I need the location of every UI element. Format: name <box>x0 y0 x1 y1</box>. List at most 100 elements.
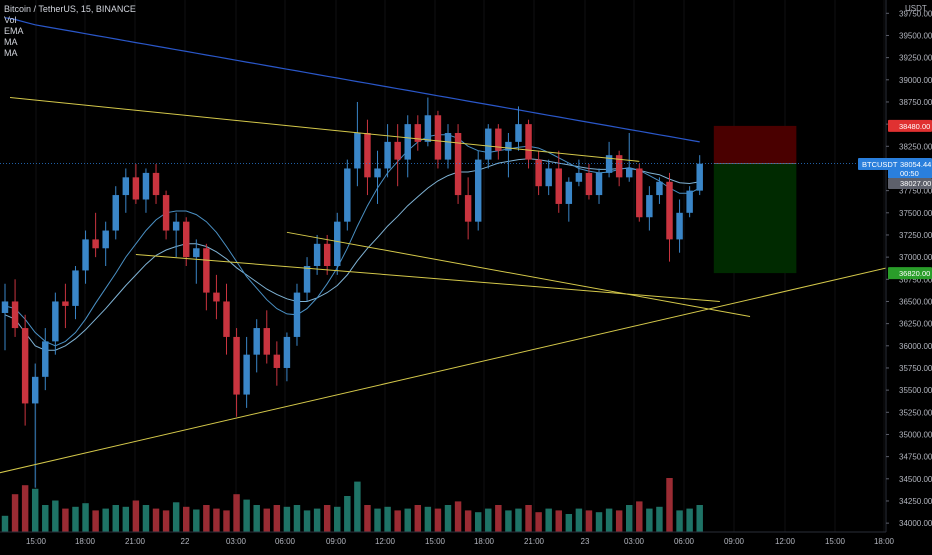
candle-body <box>545 168 552 187</box>
volume-bar <box>515 508 522 532</box>
price-tick-label: 35250.00 <box>899 408 932 417</box>
volume-bars <box>1 478 703 532</box>
volume-bar <box>525 505 532 532</box>
time-label: 06:00 <box>674 537 695 546</box>
position-tool[interactable] <box>713 125 797 274</box>
candle-body <box>444 133 452 160</box>
price-axis-currency: USDT <box>905 4 927 13</box>
volume-bar <box>323 505 331 532</box>
price-tick-label: 35500.00 <box>899 386 932 395</box>
time-label: 09:00 <box>326 537 347 546</box>
candle-body <box>686 190 693 213</box>
candle-body <box>394 141 401 160</box>
candle-body <box>354 133 361 169</box>
candle-body <box>31 376 39 404</box>
candle-body <box>676 212 683 240</box>
candle-body <box>626 168 633 178</box>
price-tick-label: 34000.00 <box>899 519 932 528</box>
candle-body <box>162 195 170 231</box>
candle-body <box>303 266 311 293</box>
volume-bar <box>344 496 351 532</box>
candle-body <box>102 230 109 249</box>
price-tick-label: 34500.00 <box>899 475 932 484</box>
symbol-title[interactable]: Bitcoin / TetherUS, 15, BINANCE <box>4 4 136 14</box>
volume-bar <box>434 508 442 532</box>
time-label: 15:00 <box>425 537 446 546</box>
price-tick-label: 37000.00 <box>899 253 932 262</box>
volume-bar <box>112 505 119 532</box>
volume-bar <box>283 506 291 532</box>
candle-body <box>152 172 160 196</box>
candle-body <box>515 124 522 142</box>
volume-bar <box>162 510 170 532</box>
price-tick-label: 36500.00 <box>899 297 932 306</box>
price-axis[interactable] <box>886 0 932 532</box>
lower-wedge-trendline <box>286 231 751 318</box>
candle-body <box>112 195 119 231</box>
indicator-ma-2[interactable]: MA <box>4 48 18 58</box>
volume-bar <box>626 505 633 532</box>
candles[interactable] <box>1 97 703 488</box>
candle-body <box>213 292 220 302</box>
candle-body <box>646 195 653 218</box>
volume-bar <box>263 508 270 532</box>
volume-bar <box>21 485 29 532</box>
price-tick-label: 37250.00 <box>899 231 932 240</box>
svg-text:36820.00: 36820.00 <box>899 269 930 278</box>
candle-body <box>132 177 140 200</box>
indicator-ema[interactable]: EMA <box>4 26 24 36</box>
time-label: 23 <box>581 537 590 546</box>
price-ticks: 39750.00 39500.00 39250.00 39000.00 38750.00… <box>886 9 932 528</box>
time-label: 09:00 <box>724 537 745 546</box>
time-label: 18:00 <box>474 537 495 546</box>
price-tick-label: 36000.00 <box>899 342 932 351</box>
time-label: 18:00 <box>75 537 96 546</box>
indicator-ma-1[interactable]: MA <box>4 37 18 47</box>
volume-bar <box>374 508 381 532</box>
price-tick-label: 34750.00 <box>899 453 932 462</box>
volume-bar <box>646 508 653 532</box>
price-tick-label: 36250.00 <box>899 320 932 329</box>
candle-body <box>636 168 643 218</box>
volume-bar <box>142 505 150 532</box>
volume-bar <box>223 510 230 532</box>
volume-bar <box>686 508 693 532</box>
volume-bar <box>11 494 19 532</box>
indicator-vol[interactable]: Vol <box>4 15 17 25</box>
last-price-label: 38054.44 <box>900 160 931 169</box>
candle-body <box>535 159 542 187</box>
volume-bar <box>364 505 371 532</box>
candle-body <box>82 239 89 271</box>
volume-bar <box>253 505 260 532</box>
ma-slow-line <box>4 17 700 143</box>
bar-countdown: 00:50 <box>900 169 919 178</box>
price-tick-label: 35000.00 <box>899 430 932 439</box>
volume-bar <box>656 506 663 532</box>
candle-body <box>142 172 150 200</box>
svg-text:38027.00: 38027.00 <box>900 179 931 188</box>
time-axis[interactable] <box>0 532 886 550</box>
volume-bar <box>485 508 492 532</box>
candle-body <box>1 301 9 313</box>
volume-bar <box>555 510 562 532</box>
candle-body <box>172 221 180 231</box>
volume-bar <box>172 502 180 532</box>
candle-body <box>585 172 593 196</box>
candle-body <box>595 172 603 196</box>
candle-body <box>62 301 69 306</box>
volume-bar <box>545 508 552 532</box>
time-labels: 15:00 18:00 21:00 22 03:00 06:00 09:00 12:00 15:… <box>26 537 895 546</box>
time-label: 21:00 <box>125 537 146 546</box>
candle-body <box>454 133 462 196</box>
time-label: 12:00 <box>375 537 396 546</box>
volume-bar <box>404 508 411 532</box>
price-tick-label: 35750.00 <box>899 364 932 373</box>
volume-bar <box>42 505 49 532</box>
candle-body <box>183 221 190 258</box>
candle-body <box>656 181 663 196</box>
trendlines[interactable] <box>0 97 892 532</box>
volume-bar <box>535 512 542 532</box>
candle-body <box>233 336 240 395</box>
